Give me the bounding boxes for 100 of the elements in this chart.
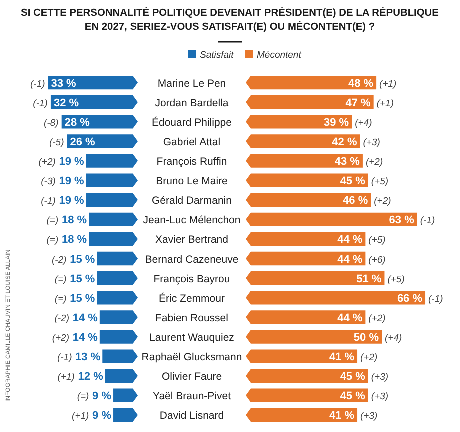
annotation: (=)	[54, 274, 67, 286]
annotation: (+3)	[371, 372, 389, 384]
bar	[246, 291, 426, 305]
data-label: 48 %	[348, 78, 374, 90]
data-label: 14 %	[72, 332, 98, 344]
annotation: (+2)	[360, 352, 378, 364]
data-label: 42 %	[332, 136, 358, 148]
bar	[246, 193, 372, 207]
annotation: (-1)	[41, 196, 56, 208]
y-tick-label: Fabien Roussel	[156, 312, 228, 324]
y-tick-label: François Bayrou	[154, 273, 230, 286]
bar	[86, 193, 138, 207]
bar	[246, 252, 366, 266]
y-tick-label: Édouard Philippe	[152, 116, 232, 129]
y-tick-label: Laurent Wauquiez	[150, 332, 234, 344]
data-label: 45 %	[340, 371, 366, 384]
data-label: 41 %	[329, 352, 355, 364]
data-label: 51 %	[356, 273, 382, 286]
bar	[246, 408, 358, 422]
bar	[89, 232, 138, 246]
bar	[246, 310, 366, 324]
annotation: (+3)	[371, 392, 389, 403]
data-label: 39 %	[324, 116, 350, 129]
legend-label: Mécontent	[257, 50, 302, 61]
data-label: 46 %	[343, 195, 368, 208]
data-label: 26 %	[70, 136, 96, 148]
bar	[97, 271, 138, 286]
data-label: 18 %	[62, 214, 88, 227]
data-label: 41 %	[329, 410, 355, 422]
annotation: (+2)	[366, 157, 384, 168]
data-label: 44 %	[338, 254, 363, 266]
data-label: 45 %	[340, 176, 366, 188]
bar	[246, 134, 360, 148]
data-label: 43 %	[334, 156, 360, 168]
bar	[100, 310, 138, 324]
y-tick-label: Bruno Le Maire	[156, 176, 228, 188]
text: (-1)	[428, 294, 444, 305]
annotation: (+1)	[58, 372, 75, 384]
data-label: 19 %	[59, 176, 85, 188]
bar	[97, 291, 138, 305]
annotation: (-1)	[420, 216, 436, 227]
annotation: (-1)	[57, 352, 72, 364]
y-tick-label: Jean-Luc Mélenchon	[143, 214, 241, 227]
data-label: 50 %	[354, 332, 380, 344]
annotation: (+1)	[72, 411, 90, 422]
data-label: 9 %	[92, 410, 112, 422]
y-tick-label: Gérald Darmanin	[152, 195, 232, 208]
data-label: 32 %	[54, 97, 80, 110]
bar	[246, 232, 366, 246]
y-tick-label: Gabriel Attal	[163, 136, 221, 148]
annotation: (+2)	[374, 196, 392, 208]
bar	[246, 350, 358, 364]
annotation: (-3)	[41, 176, 56, 188]
y-tick-label: Bernard Cazeneuve	[145, 254, 239, 266]
data-label: 19 %	[59, 156, 85, 168]
bar	[246, 115, 352, 129]
annotation: (-2)	[54, 313, 70, 324]
annotation: (-8)	[44, 118, 59, 129]
y-tick-label: Éric Zemmour	[159, 292, 226, 305]
y-tick-label: François Ruffin	[156, 156, 228, 168]
data-label: 15 %	[70, 254, 96, 266]
bar	[100, 330, 138, 344]
bar	[246, 174, 368, 188]
bar	[246, 271, 385, 286]
y-tick-label: Olivier Faure	[162, 371, 222, 384]
data-label: 19 %	[59, 195, 85, 208]
text: (-1)	[33, 98, 48, 110]
annotation: (=)	[77, 392, 90, 403]
annotation: (+6)	[368, 254, 386, 266]
bar	[246, 388, 368, 402]
annotation: (+1)	[376, 98, 394, 110]
legend-label: Satisfait	[200, 50, 234, 61]
bar	[246, 154, 363, 168]
bar	[246, 330, 382, 344]
data-label: 44 %	[338, 234, 363, 246]
annotation: (=)	[54, 294, 67, 305]
data-label: 9 %	[92, 390, 112, 403]
annotation: (=)	[46, 235, 59, 246]
annotation: (=)	[46, 216, 59, 227]
data-label: 63 %	[389, 214, 415, 227]
data-label: 66 %	[397, 292, 423, 305]
y-tick-label: Raphaël Glucksmann	[142, 352, 242, 364]
data-label: 44 %	[338, 312, 363, 324]
bar	[86, 154, 138, 168]
bar	[246, 96, 374, 110]
data-label: 28 %	[64, 116, 90, 129]
annotation: (+3)	[360, 411, 378, 422]
data-label: 14 %	[72, 312, 98, 324]
bar	[246, 212, 418, 227]
bar	[246, 76, 377, 90]
data-label: 18 %	[62, 234, 88, 246]
data-label: 45 %	[340, 390, 366, 403]
data-label: 12 %	[78, 371, 104, 384]
annotation: (-2)	[52, 254, 67, 266]
y-tick-label: Marine Le Pen	[158, 78, 226, 90]
annotation: (+2)	[38, 157, 56, 168]
y-tick-label: Yaël Braun-Pivet	[152, 390, 232, 403]
y-tick-label: Xavier Bertrand	[156, 234, 229, 246]
annotation: (+1)	[380, 78, 397, 90]
annotation: (+2)	[368, 313, 386, 324]
